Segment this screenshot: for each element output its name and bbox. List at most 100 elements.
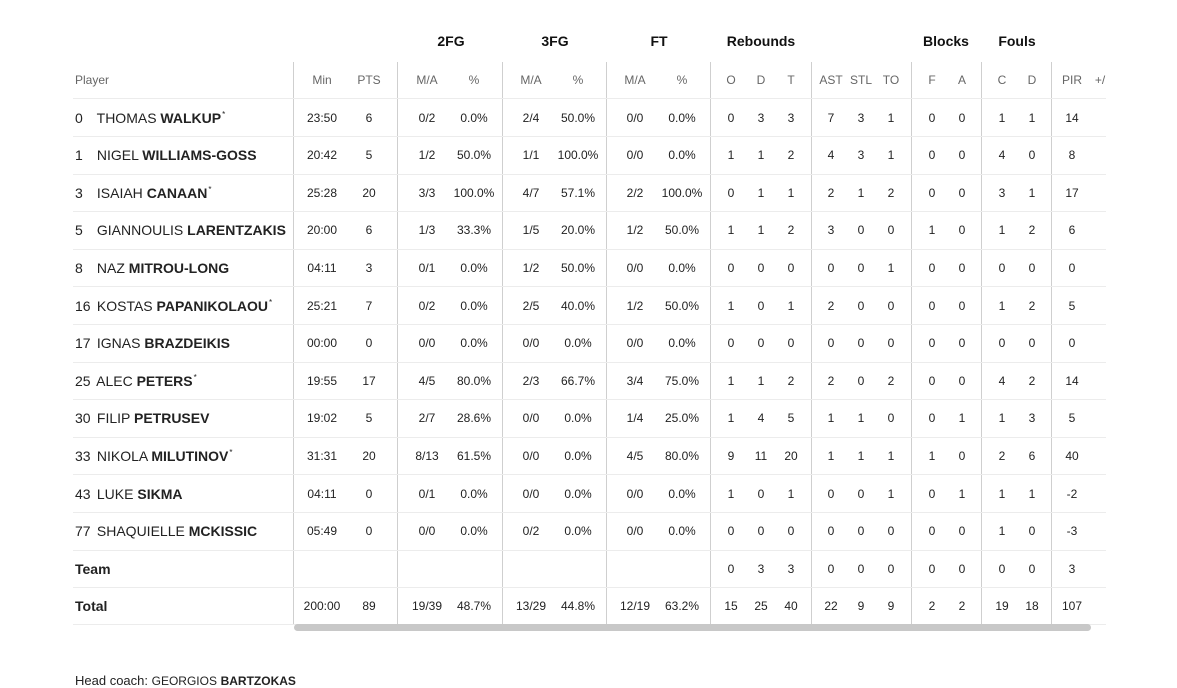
col-header-player[interactable]: Player bbox=[75, 73, 110, 87]
col-header-2fg-pct[interactable]: % bbox=[468, 73, 480, 87]
player-name[interactable]: 3 ISAIAH CANAAN* bbox=[75, 185, 211, 201]
cell-foul-d: 3 bbox=[1028, 411, 1036, 426]
col-header-min[interactable]: Min bbox=[312, 73, 332, 87]
cell-foul-c: 1 bbox=[998, 223, 1006, 238]
col-header-reb-o[interactable]: O bbox=[726, 73, 736, 87]
player-name[interactable]: 5 GIANNOULIS LARENTZAKIS bbox=[75, 222, 287, 238]
cell-ast: 7 bbox=[827, 110, 835, 125]
cell-ast: 0 bbox=[827, 486, 835, 501]
player-row[interactable]: 0 THOMAS WALKUP* 23:50 6 0/2 0.0% 2/4 50.0% 0/0… bbox=[73, 99, 1106, 137]
total-pts: 89 bbox=[362, 598, 376, 613]
cell-foul-c: 4 bbox=[998, 373, 1006, 388]
player-name[interactable]: 17 IGNAS BRAZDEIKIS bbox=[75, 335, 231, 351]
column-divider bbox=[293, 62, 294, 624]
player-name[interactable]: 43 LUKE SIKMA bbox=[75, 486, 183, 502]
cell-stl: 0 bbox=[857, 298, 865, 313]
col-header-pts[interactable]: PTS bbox=[357, 73, 381, 87]
player-number: 8 bbox=[75, 259, 83, 276]
cell-min: 25:21 bbox=[306, 298, 338, 313]
horizontal-scrollbar[interactable] bbox=[294, 624, 1091, 631]
cell-blk-a: 0 bbox=[958, 448, 966, 463]
total-ast: 22 bbox=[824, 598, 838, 613]
player-first-name: FILIP bbox=[96, 410, 131, 427]
col-header-foul-d[interactable]: D bbox=[1027, 73, 1037, 87]
col-header-3fg-pct[interactable]: % bbox=[572, 73, 584, 87]
player-row[interactable]: 1 NIGEL WILLIAMS-GOSS 20:42 5 1/2 50.0% 1/1 10… bbox=[73, 137, 1106, 175]
col-header-plus-minus[interactable]: +/ bbox=[1094, 73, 1106, 87]
column-divider bbox=[710, 62, 711, 624]
total-ft-ma: 12/19 bbox=[619, 598, 651, 613]
col-header-foul-c[interactable]: C bbox=[997, 73, 1007, 87]
col-header-pir[interactable]: PIR bbox=[1061, 73, 1083, 87]
player-name[interactable]: 25 ALEC PETERS* bbox=[75, 373, 197, 389]
cell-3fg-ma: 1/5 bbox=[522, 223, 540, 238]
total-3fg-pct: 44.8% bbox=[560, 598, 596, 613]
column-divider bbox=[606, 62, 607, 624]
cell-reb-d: 1 bbox=[757, 223, 765, 238]
cell-foul-d: 1 bbox=[1028, 185, 1036, 200]
player-row[interactable]: 17 IGNAS BRAZDEIKIS 00:00 0 0/0 0.0% 0/0 0.0% 0… bbox=[73, 325, 1106, 363]
cell-2fg-pct: 0.0% bbox=[460, 260, 488, 275]
player-row[interactable]: 3 ISAIAH CANAAN* 25:28 20 3/3 100.0% 4/7 57.1%… bbox=[73, 174, 1106, 213]
col-header-to[interactable]: TO bbox=[882, 73, 900, 87]
player-row[interactable]: 30 FILIP PETRUSEV 19:02 5 2/7 28.6% 0/0 0.0% 1/… bbox=[73, 400, 1106, 438]
cell-blk-f: 0 bbox=[928, 336, 936, 351]
cell-min: 23:50 bbox=[306, 110, 338, 125]
cell-ft-pct: 0.0% bbox=[668, 110, 696, 125]
player-row[interactable]: 77 SHAQUIELLE MCKISSIC 05:49 0 0/0 0.0% 0/2 0.… bbox=[73, 513, 1106, 551]
cell-foul-c: 4 bbox=[998, 148, 1006, 163]
cell-3fg-ma: 2/5 bbox=[522, 298, 540, 313]
total-reb-o: 15 bbox=[724, 598, 738, 613]
cell-stl: 1 bbox=[857, 185, 865, 200]
cell-3fg-ma: 0/2 bbox=[522, 524, 540, 539]
player-name[interactable]: 0 THOMAS WALKUP* bbox=[75, 110, 225, 126]
player-name[interactable]: 77 SHAQUIELLE MCKISSIC bbox=[75, 523, 258, 539]
cell-pts: 20 bbox=[362, 185, 376, 200]
player-name[interactable]: 16 KOSTAS PAPANIKOLAOU* bbox=[75, 298, 272, 314]
player-name[interactable]: 33 NIKOLA MILUTINOV* bbox=[75, 448, 233, 464]
cell-reb-t: 20 bbox=[784, 448, 798, 463]
col-header-3fg-ma[interactable]: M/A bbox=[520, 73, 542, 87]
cell-2fg-pct: 0.0% bbox=[460, 298, 488, 313]
cell-foul-d: 6 bbox=[1028, 448, 1036, 463]
cell-ast: 4 bbox=[827, 148, 835, 163]
player-row[interactable]: 8 NAZ MITROU-LONG 04:11 3 0/1 0.0% 1/2 50.0% 0/… bbox=[73, 249, 1106, 288]
player-row[interactable]: 25 ALEC PETERS* 19:55 17 4/5 80.0% 2/3 66.7% 3/… bbox=[73, 362, 1106, 401]
cell-min: 20:00 bbox=[306, 223, 338, 238]
cell-reb-o: 1 bbox=[727, 373, 735, 388]
col-header-ft-pct[interactable]: % bbox=[676, 73, 688, 87]
cell-ft-ma: 3/4 bbox=[626, 373, 644, 388]
player-first-name: ISAIAH bbox=[96, 184, 143, 201]
col-header-reb-t[interactable]: T bbox=[787, 73, 795, 87]
cell-2fg-pct: 100.0% bbox=[453, 185, 495, 200]
player-row[interactable]: 16 KOSTAS PAPANIKOLAOU* 25:21 7 0/2 0.0% 2/5 4… bbox=[73, 287, 1106, 325]
col-header-stl[interactable]: STL bbox=[849, 73, 873, 87]
head-coach-first: GEORGIOS bbox=[151, 674, 217, 688]
player-name[interactable]: 8 NAZ MITROU-LONG bbox=[75, 260, 230, 276]
player-first-name: IGNAS bbox=[96, 335, 141, 352]
col-header-ast[interactable]: AST bbox=[819, 73, 843, 87]
player-row[interactable]: 5 GIANNOULIS LARENTZAKIS 20:00 6 1/3 33.3% 1/… bbox=[73, 212, 1106, 250]
player-name[interactable]: 30 FILIP PETRUSEV bbox=[75, 410, 210, 426]
col-header-blk-a[interactable]: A bbox=[957, 73, 967, 87]
player-name[interactable]: 1 NIGEL WILLIAMS-GOSS bbox=[75, 147, 258, 163]
column-divider bbox=[811, 62, 812, 624]
cell-2fg-ma: 2/7 bbox=[418, 411, 436, 426]
cell-min: 20:42 bbox=[306, 148, 338, 163]
cell-ft-pct: 25.0% bbox=[664, 411, 700, 426]
cell-foul-c: 1 bbox=[998, 411, 1006, 426]
cell-stl: 0 bbox=[857, 486, 865, 501]
starter-marker: * bbox=[229, 448, 233, 458]
col-header-ft-ma[interactable]: M/A bbox=[624, 73, 646, 87]
player-row[interactable]: 33 NIKOLA MILUTINOV* 31:31 20 8/13 61.5% 0/0 0… bbox=[73, 437, 1106, 476]
player-row[interactable]: 43 LUKE SIKMA 04:11 0 0/1 0.0% 0/0 0.0% 0/0 0.0%… bbox=[73, 475, 1106, 513]
cell-ft-ma: 1/4 bbox=[626, 411, 644, 426]
col-header-reb-d[interactable]: D bbox=[756, 73, 766, 87]
col-header-blk-f[interactable]: F bbox=[928, 73, 936, 87]
cell-3fg-pct: 0.0% bbox=[564, 411, 592, 426]
cell-pir: -2 bbox=[1066, 486, 1078, 501]
cell-min: 19:55 bbox=[306, 373, 338, 388]
team-stl: 0 bbox=[857, 561, 865, 576]
col-header-2fg-ma[interactable]: M/A bbox=[416, 73, 438, 87]
cell-stl: 1 bbox=[857, 448, 865, 463]
